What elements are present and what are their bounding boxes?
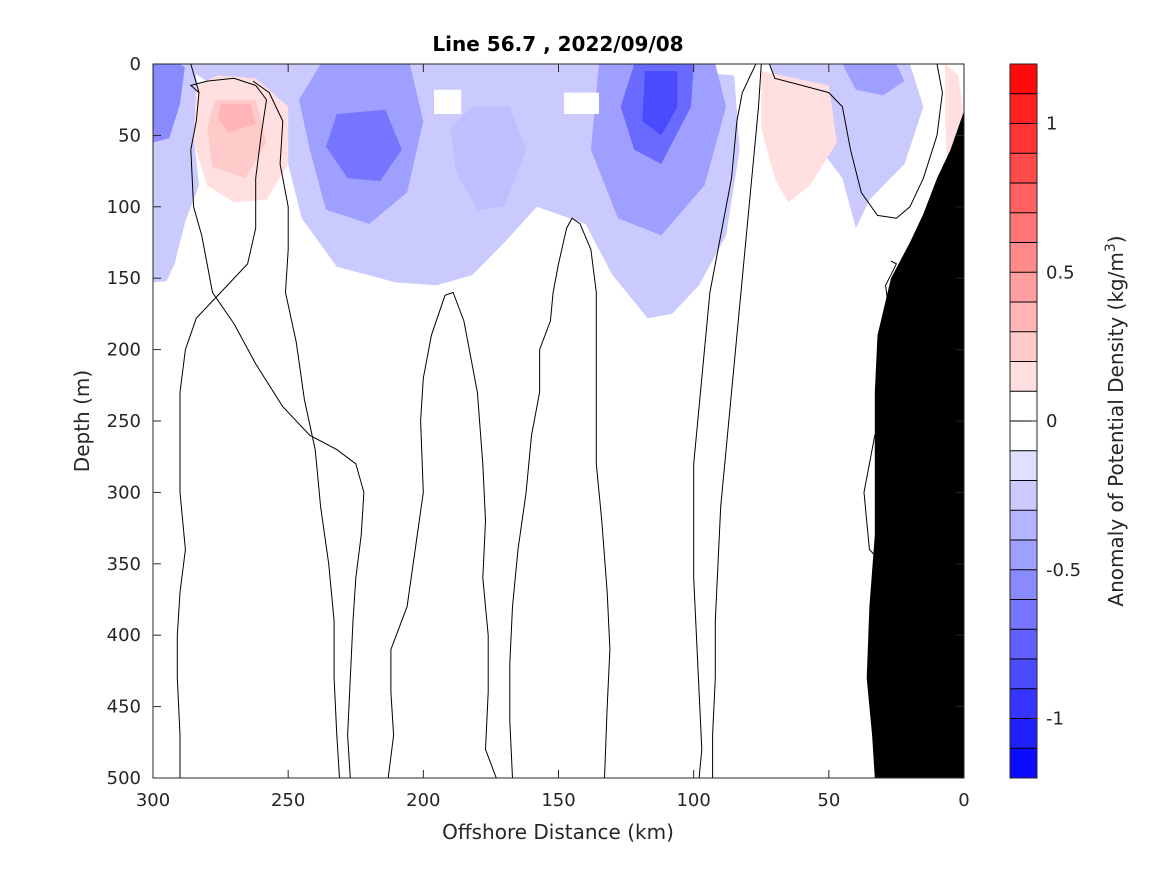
colorbar-tick-label: 1 xyxy=(1046,114,1057,135)
colorbar-cell xyxy=(1010,183,1037,214)
y-tick-label: 0 xyxy=(130,54,141,75)
x-tick-label: 50 xyxy=(817,790,840,811)
density-anomaly-region xyxy=(761,71,837,203)
x-tick-label: 200 xyxy=(406,790,440,811)
colorbar-cell xyxy=(1010,540,1037,571)
colorbar-cell xyxy=(1010,688,1037,719)
x-axis-label: Offshore Distance (km) xyxy=(442,820,674,844)
colorbar-cell xyxy=(1010,421,1037,452)
y-tick-label: 150 xyxy=(107,268,141,289)
colorbar-cell xyxy=(1010,242,1037,273)
colorbar-cell xyxy=(1010,212,1037,243)
colorbar-cell xyxy=(1010,748,1037,779)
colorbar-cell xyxy=(1010,272,1037,303)
zero-contour xyxy=(176,77,268,778)
x-tick-label: 250 xyxy=(271,790,305,811)
colorbar-cell xyxy=(1010,659,1037,690)
colorbar-cell xyxy=(1010,93,1037,124)
colorbar-label: Anomaly of Potential Density (kg/m3) xyxy=(1103,235,1128,606)
colorbar-tick-label: -0.5 xyxy=(1046,560,1081,581)
colorbar-cell xyxy=(1010,391,1037,422)
x-tick-label: 150 xyxy=(541,790,575,811)
colorbar-cell xyxy=(1010,302,1037,333)
x-axis-ticks: 300 250 200 150 100 50 0 xyxy=(136,64,970,811)
colorbar-tick-label: 0.5 xyxy=(1046,262,1075,283)
y-tick-label: 300 xyxy=(107,482,141,503)
colorbar-cell xyxy=(1010,123,1037,154)
chart-title: Line 56.7 , 2022/09/08 xyxy=(432,32,683,56)
y-tick-label: 450 xyxy=(107,697,141,718)
colorbar-cell xyxy=(1010,153,1037,184)
y-tick-label: 200 xyxy=(107,340,141,361)
colorbar-cell xyxy=(1010,480,1037,511)
zero-contour xyxy=(190,64,365,778)
colorbar-label-end: ) xyxy=(1104,235,1128,243)
contour-fills xyxy=(153,64,964,319)
density-anomaly-region xyxy=(642,71,678,136)
zero-contour xyxy=(761,64,943,219)
seafloor-mask xyxy=(866,111,964,778)
colorbar: 1 0.5 0 -0.5 -1 xyxy=(1009,63,1081,779)
seafloor-bathymetry xyxy=(866,111,964,778)
y-tick-label: 50 xyxy=(118,125,141,146)
density-anomaly-region xyxy=(563,92,599,114)
colorbar-tick-label: -1 xyxy=(1046,709,1064,730)
colorbar-cell xyxy=(1010,331,1037,362)
colorbar-ticks: 1 0.5 0 -0.5 -1 xyxy=(1031,114,1081,730)
y-axis-ticks: 0 50 100 150 200 250 300 350 400 450 500 xyxy=(107,54,964,789)
plot-area xyxy=(152,63,965,779)
density-anomaly-region xyxy=(450,106,527,210)
colorbar-cell xyxy=(1010,450,1037,481)
colorbar-cell xyxy=(1010,510,1037,541)
y-tick-label: 500 xyxy=(107,768,141,789)
zero-contour xyxy=(387,291,497,778)
y-tick-label: 400 xyxy=(107,625,141,646)
zero-contour xyxy=(252,80,340,778)
density-anomaly-region xyxy=(434,89,462,114)
colorbar-label-sup: 3 xyxy=(1103,243,1119,252)
colorbar-cell xyxy=(1010,361,1037,392)
colorbar-tick-label: 0 xyxy=(1046,411,1057,432)
y-tick-label: 350 xyxy=(107,554,141,575)
x-tick-label: 100 xyxy=(676,790,710,811)
density-anomaly-region xyxy=(326,109,402,182)
x-tick-label: 0 xyxy=(958,790,969,811)
zero-contour xyxy=(693,64,757,778)
zero-contour xyxy=(712,64,762,778)
colorbar-cell xyxy=(1010,64,1037,95)
colorbar-cell xyxy=(1010,569,1037,600)
density-anomaly-region xyxy=(217,104,256,133)
colorbar-cell xyxy=(1010,599,1037,630)
colorbar-cells xyxy=(1010,64,1037,779)
colorbar-cell xyxy=(1010,718,1037,749)
zero-contour-lines xyxy=(176,64,943,778)
zero-contour xyxy=(509,217,611,778)
y-tick-label: 250 xyxy=(107,411,141,432)
density-anomaly-region xyxy=(842,64,905,96)
y-axis-label: Depth (m) xyxy=(70,370,94,472)
colorbar-cell xyxy=(1010,629,1037,660)
x-tick-label: 300 xyxy=(136,790,170,811)
y-tick-label: 100 xyxy=(107,197,141,218)
density-anomaly-region xyxy=(153,64,186,143)
colorbar-label-main: Anomaly of Potential Density (kg/m xyxy=(1104,252,1128,606)
